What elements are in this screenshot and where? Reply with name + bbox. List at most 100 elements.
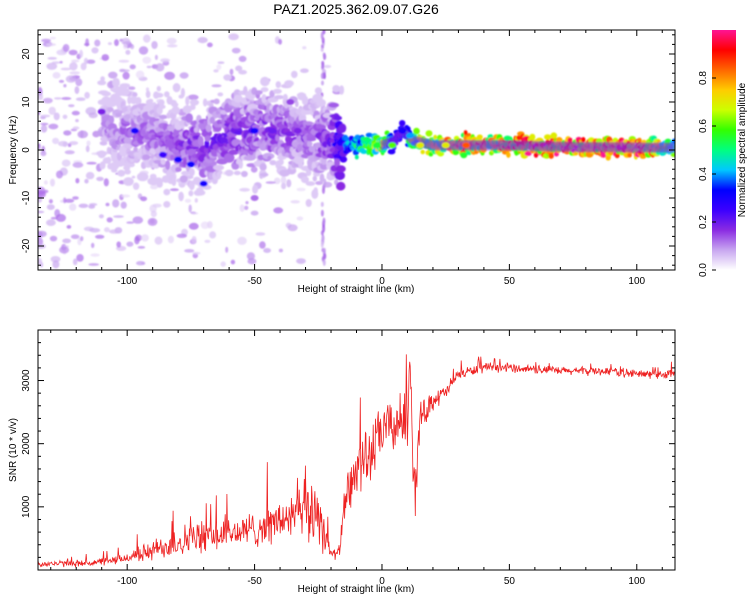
- spectrogram-ridge-blob: [338, 123, 347, 133]
- spectrogram-ridge-blob: [314, 142, 323, 149]
- spectrogram-ridge-blob: [188, 168, 195, 177]
- spectrogram-ridge-blob: [291, 70, 298, 79]
- spectrogram-noise-blob: [38, 93, 44, 101]
- spectrogram-noise-blob: [106, 217, 113, 223]
- spectrogram-ridge-blob: [328, 102, 339, 108]
- spectrogram-ridge-blob: [199, 188, 204, 195]
- spectrogram-ridge-blob: [544, 134, 552, 140]
- spectrogram-noise-blob: [113, 215, 124, 218]
- spectrogram-ridge-blob: [142, 154, 151, 161]
- spectrogram-ridge-blob: [99, 141, 108, 146]
- spectrogram-noise-blob: [136, 261, 145, 266]
- spectrogram-ridge-blob: [548, 153, 554, 159]
- spectrogram-noise-blob: [60, 67, 72, 71]
- spectrogram-noise-blob: [167, 44, 178, 48]
- spectrogram-noise-blob: [188, 222, 199, 230]
- snr-y-ticks: 1000 2000 3000: [21, 329, 675, 558]
- spectrogram-noise-blob: [65, 75, 77, 83]
- spectrogram-marks: [38, 30, 675, 269]
- spectrogram-noise-blob: [245, 201, 249, 205]
- spectrogram-noise-blob: [62, 238, 71, 244]
- spectrogram-noise-blob: [116, 241, 121, 248]
- spectrogram-noise-blob: [154, 236, 163, 245]
- spectrogram-noise-blob: [273, 207, 284, 214]
- spectrogram-noise-blob: [187, 94, 199, 101]
- spectrogram-noise-blob: [89, 228, 101, 233]
- spectrogram-noise-blob: [123, 43, 128, 50]
- spectrogram-ridge-blob: [433, 134, 438, 141]
- spectrogram-ridge-blob: [156, 85, 161, 92]
- spectrogram-highlight-blob: [130, 127, 139, 134]
- spectrogram-ridge-blob: [107, 107, 114, 113]
- spectrogram-noise-blob: [216, 64, 222, 70]
- spectrogram-highlight-blob: [186, 161, 195, 168]
- spectrogram-ridge-blob: [463, 130, 468, 136]
- snr-series-line: [38, 354, 675, 568]
- spectrogram-noise-blob: [263, 248, 271, 253]
- colorbar-scale: [712, 30, 736, 270]
- snr-panel: -100 -50 0 50 100 1000 2000 3000 Height of str…: [8, 329, 676, 595]
- spectrogram-ridge-blob: [203, 147, 209, 154]
- spectrogram-ridge-blob: [627, 152, 632, 158]
- spectrogram-noise-blob: [154, 54, 158, 61]
- colorbar-label: Normalized spectral amplitude: [737, 82, 748, 217]
- spectrogram-noise-blob: [204, 239, 211, 243]
- spectrogram-noise-blob: [255, 232, 266, 236]
- spectrogram-ridge-blob: [159, 104, 166, 110]
- spectrogram-ridge-blob: [172, 83, 181, 93]
- spectrogram-noise-blob: [58, 79, 65, 83]
- spectrogram-ridge-halo: [670, 142, 675, 154]
- spectrogram-noise-blob: [125, 49, 131, 55]
- spectrogram-ridge-blob: [238, 160, 243, 169]
- colorbar: 0.0 0.2 0.4 0.6 0.8 Normalized spectral ampl…: [698, 30, 748, 277]
- spectrogram-ridge-blob: [336, 181, 346, 191]
- chart-title: PAZ1.2025.362.09.07.G26: [273, 1, 439, 17]
- spectrogram-noise-blob: [131, 175, 136, 179]
- y-tick-label: 2000: [21, 432, 32, 455]
- spectrogram-noise-blob: [90, 253, 100, 257]
- spectrogram-noise-blob: [108, 71, 118, 79]
- spectrogram-noise-blob: [38, 230, 43, 239]
- spectrogram-ridge-blob: [298, 160, 303, 169]
- spectrogram-ridge-blob: [223, 153, 235, 163]
- spectrogram-y-ticks: -20 -10 0 10 20: [21, 34, 675, 266]
- spectrogram-noise-blob: [45, 43, 57, 47]
- spectrogram-noise-blob: [140, 196, 148, 202]
- snr-x-axis-label: Height of straight line (km): [298, 584, 415, 595]
- spectrogram-noise-blob: [142, 56, 152, 64]
- spectrogram-noise-blob: [38, 86, 42, 93]
- spectrogram-ridge-blob: [334, 115, 342, 121]
- spectrogram-highlight-blob: [462, 142, 471, 149]
- spectrogram-ridge-blob: [127, 162, 135, 168]
- spectrogram-noise-blob: [167, 235, 174, 244]
- spectrogram-noise-blob: [169, 188, 179, 192]
- y-tick-label: 0: [21, 147, 32, 153]
- spectrogram-noise-blob: [137, 246, 146, 249]
- spectrogram-noise-blob: [54, 97, 62, 100]
- spectrogram-ridge-blob: [100, 76, 105, 82]
- spectrogram-ridge-blob: [175, 167, 182, 172]
- spectrogram-ridge-blob: [154, 92, 164, 98]
- spectrogram-noise-blob: [118, 59, 130, 63]
- snr-y-axis-label: SNR (10 * v/v): [8, 418, 19, 482]
- spectrogram-noise-blob: [107, 42, 112, 46]
- spectrogram-ridge-blob: [476, 134, 483, 140]
- spectrogram-noise-blob: [150, 210, 157, 218]
- x-tick-label: -50: [247, 276, 262, 287]
- spectrogram-noise-blob: [296, 258, 306, 264]
- spectrogram-ridge-blob: [188, 190, 194, 197]
- spectrogram-noise-blob: [290, 200, 301, 204]
- spectrogram-ridge-blob: [211, 161, 217, 167]
- spectrogram-noise-blob: [75, 178, 80, 184]
- spectrogram-ridge-blob: [420, 149, 425, 155]
- colorbar-tick-label: 0.0: [698, 263, 709, 277]
- spectrogram-ridge-blob: [233, 170, 241, 176]
- spectrogram-noise-blob: [85, 171, 95, 180]
- spectrogram-noise-blob: [296, 216, 304, 221]
- spectrogram-noise-blob: [38, 237, 44, 246]
- colorbar-ticks: 0.0 0.2 0.4 0.6 0.8: [698, 71, 716, 277]
- spectrogram-noise-blob: [50, 178, 55, 187]
- x-tick-label: -100: [117, 576, 137, 587]
- spectrogram-noise-blob: [120, 201, 127, 209]
- spectrogram-ridge-blob: [354, 154, 359, 160]
